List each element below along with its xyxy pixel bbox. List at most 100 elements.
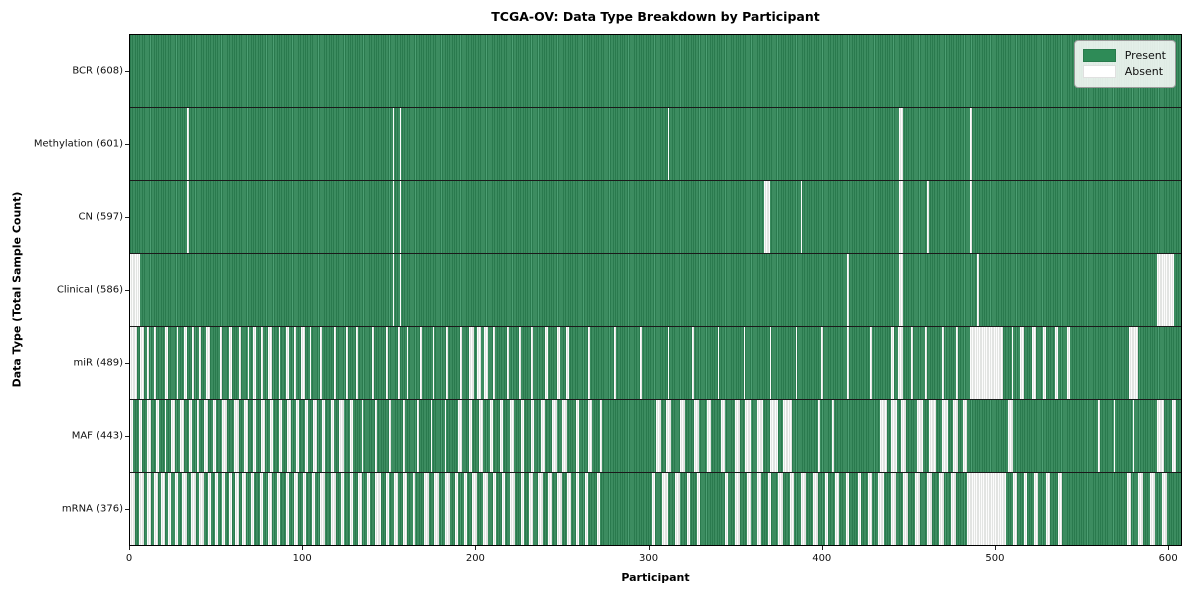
absent-bar [333, 327, 336, 399]
absent-bar [845, 473, 850, 545]
absent-bar [821, 327, 824, 399]
absent-bar [472, 473, 478, 545]
absent-bar [655, 400, 661, 472]
x-tick-mark [821, 546, 823, 550]
absent-bar [880, 400, 888, 472]
absent-bar [800, 181, 803, 253]
absent-bar [366, 473, 371, 545]
absent-bar [520, 473, 525, 545]
absent-bar [397, 327, 400, 399]
absent-bar [667, 108, 670, 180]
absent-bar [970, 108, 972, 180]
absent-bar [285, 327, 290, 399]
absent-bar [1046, 473, 1050, 545]
absent-bar [259, 473, 264, 545]
absent-bar [1127, 473, 1131, 545]
absent-bar [1161, 473, 1168, 545]
absent-bar [176, 327, 179, 399]
absent-bar [769, 400, 779, 472]
y-tick-mark [125, 70, 129, 72]
row-strip-methylation [130, 108, 1181, 181]
absent-bar [235, 473, 239, 545]
absent-bar [147, 400, 151, 472]
absent-bar [1054, 327, 1059, 399]
absent-bar [212, 400, 217, 472]
absent-bar [304, 400, 309, 472]
absent-bar [228, 327, 232, 399]
absent-bar [261, 327, 264, 399]
absent-bar [392, 254, 395, 326]
absent-bar [420, 327, 423, 399]
absent-bar [900, 400, 907, 472]
absent-bar [674, 473, 680, 545]
absent-bar [1137, 473, 1143, 545]
absent-bar [468, 400, 473, 472]
absent-bar [219, 327, 222, 399]
x-tick-mark [1168, 546, 1170, 550]
absent-bar [180, 400, 184, 472]
absent-bar [489, 400, 493, 472]
absent-bar [187, 181, 189, 253]
absent-bar [795, 327, 798, 399]
absent-bar [242, 473, 246, 545]
absent-bar [942, 327, 945, 399]
absent-bar [154, 473, 158, 545]
legend-item-present: Present [1082, 49, 1166, 62]
absent-bar [588, 400, 592, 472]
absent-bar [356, 327, 359, 399]
absent-bar [392, 181, 395, 253]
absent-bar [190, 473, 196, 545]
absent-bar [394, 473, 398, 545]
absent-bar [1013, 473, 1017, 545]
absent-bar [963, 400, 967, 472]
absent-bar [1156, 254, 1175, 326]
absent-bar [899, 181, 903, 253]
x-tick-label: 300 [639, 553, 659, 564]
absent-bar [403, 400, 405, 472]
y-tick-mark [125, 290, 129, 291]
absent-bar [942, 400, 948, 472]
absent-bar [458, 400, 462, 472]
absent-bar [403, 473, 407, 545]
absent-bar [154, 327, 156, 399]
absent-bar [824, 473, 829, 545]
absent-bar [499, 400, 504, 472]
absent-bar [857, 473, 862, 545]
absent-bar [484, 327, 488, 399]
absent-bar [301, 327, 305, 399]
absent-bar [204, 400, 208, 472]
y-tick-mark [125, 509, 129, 511]
absent-bar [244, 400, 248, 472]
absent-bar [385, 473, 390, 545]
absent-bar [270, 400, 274, 472]
absent-bar [460, 327, 462, 399]
y-tick-mark [125, 363, 129, 365]
absent-bar [1113, 400, 1116, 472]
absent-bar [252, 327, 257, 399]
absent-bar [899, 254, 903, 326]
absent-bar [800, 473, 806, 545]
absent-bar [928, 400, 936, 472]
absent-bar [276, 473, 281, 545]
rows [130, 35, 1181, 545]
absent-bar [529, 473, 533, 545]
absent-bar [1023, 473, 1028, 545]
absent-bar [899, 108, 903, 180]
absent-bar [406, 327, 409, 399]
absent-bar [413, 473, 416, 545]
absent-bar [294, 473, 298, 545]
x-tick-mark [475, 546, 477, 550]
x-tick-label: 400 [812, 553, 832, 564]
y-tick-label: mRNA (376) [61, 503, 123, 515]
absent-bar [1034, 473, 1038, 545]
absent-bar [506, 327, 509, 399]
absent-bar [320, 327, 322, 399]
x-tick-label: 0 [125, 553, 133, 564]
absent-bar [349, 473, 353, 545]
absent-bar [389, 400, 391, 472]
y-tick-label: MAF (443) [71, 430, 123, 442]
absent-bar [138, 400, 143, 472]
x-tick-mark [994, 546, 996, 550]
absent-bar [493, 327, 495, 399]
